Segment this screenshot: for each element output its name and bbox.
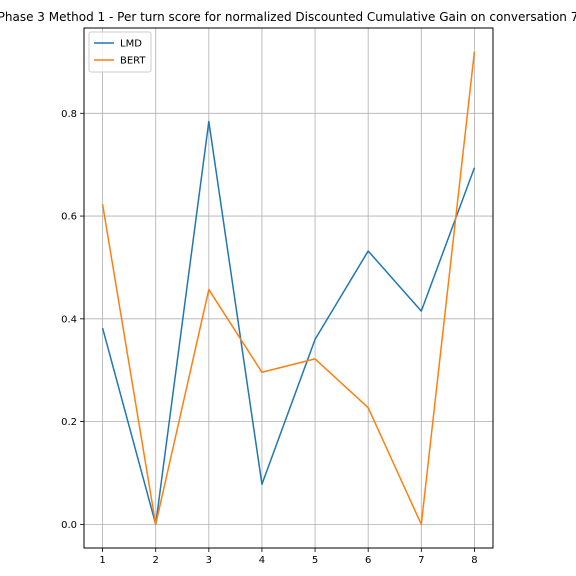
- y-tick-label: 0.4: [61, 314, 77, 325]
- y-tick-label: 0.6: [61, 212, 77, 223]
- legend: LMD BERT: [88, 31, 152, 73]
- x-tick-label: 8: [471, 555, 477, 566]
- y-tick-label: 0.2: [61, 417, 77, 428]
- x-tick-label: 4: [259, 555, 265, 566]
- plot-frame: [83, 27, 494, 549]
- x-tick-label: 3: [206, 555, 212, 566]
- x-tick-label: 7: [418, 555, 424, 566]
- x-tick-label: 6: [365, 555, 371, 566]
- chart-title: Phase 3 Method 1 - Per turn score for no…: [0, 10, 576, 24]
- legend-label-bert: BERT: [120, 56, 146, 67]
- series-line-bert: [101, 51, 476, 526]
- series-lines: [101, 51, 476, 526]
- legend-label-lmd: LMD: [120, 39, 142, 50]
- series-line-lmd: [101, 120, 476, 526]
- y-tick-label: 0.8: [61, 109, 77, 120]
- legend-box: [88, 31, 152, 73]
- y-axis-ticks: 0.0 0.2 0.4 0.6 0.8: [61, 109, 84, 531]
- x-axis-ticks: 1 2 3 4 5 6 7 8: [99, 548, 478, 566]
- x-tick-label: 5: [312, 555, 318, 566]
- x-tick-label: 2: [153, 555, 159, 566]
- grid: [84, 28, 493, 548]
- x-tick-label: 1: [99, 555, 105, 566]
- y-tick-label: 0.0: [61, 520, 77, 531]
